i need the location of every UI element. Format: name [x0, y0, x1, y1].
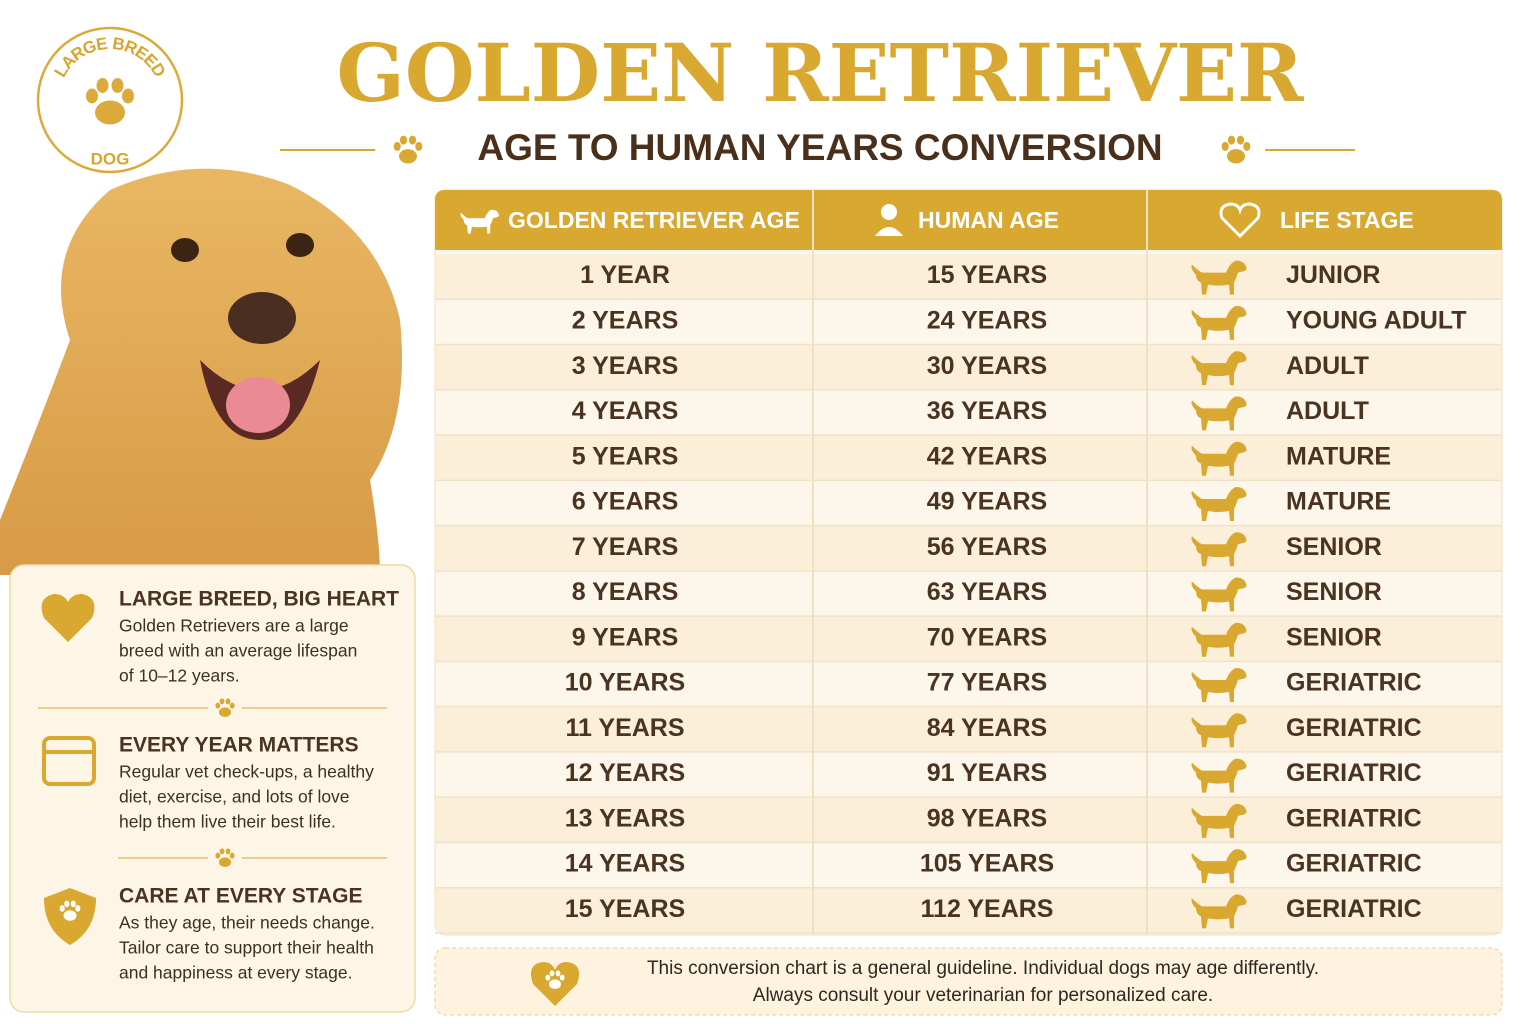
- info-panel: LARGE BREED, BIG HEART Golden Retrievers …: [9, 564, 416, 1013]
- table-row: [436, 525, 1501, 571]
- table-row: [436, 254, 1501, 300]
- info-text: Regular vet check-ups, a healthy: [119, 762, 374, 782]
- dog-age: 5 YEARS: [572, 442, 679, 470]
- subtitle: AGE TO HUMAN YEARS CONVERSION: [477, 127, 1162, 168]
- human-age: 70 YEARS: [927, 623, 1047, 651]
- dog-age: 9 YEARS: [572, 623, 679, 651]
- title: GOLDEN RETRIEVER: [337, 26, 1305, 120]
- human-age: 105 YEARS: [920, 850, 1054, 878]
- life-stage: SENIOR: [1286, 533, 1382, 561]
- table-row: [436, 842, 1501, 888]
- life-stage: MATURE: [1286, 442, 1391, 470]
- table-row: [436, 616, 1501, 662]
- badge: LARGE BREED DOG: [36, 26, 184, 174]
- dog-age: 15 YEARS: [565, 895, 685, 923]
- table-row: [436, 480, 1501, 526]
- dog-illustration: [0, 168, 402, 575]
- info-text: help them live their best life.: [119, 812, 336, 832]
- info-title: LARGE BREED, BIG HEART: [119, 588, 399, 611]
- life-stage: GERIATRIC: [1286, 895, 1422, 923]
- table-row: [436, 706, 1501, 752]
- human-age: 24 YEARS: [927, 307, 1047, 335]
- life-stage: GERIATRIC: [1286, 714, 1422, 742]
- dog-age: 11 YEARS: [565, 714, 684, 742]
- footer-line: Always consult your veterinarian for per…: [753, 985, 1213, 1006]
- life-stage: GERIATRIC: [1286, 669, 1422, 697]
- life-stage: ADULT: [1286, 352, 1369, 380]
- info-title: CARE AT EVERY STAGE: [119, 885, 362, 908]
- human-age: 112 YEARS: [921, 895, 1054, 923]
- dog-age: 6 YEARS: [572, 488, 679, 516]
- info-text: breed with an average lifespan: [119, 641, 357, 661]
- human-age: 91 YEARS: [927, 759, 1047, 787]
- dog-age: 4 YEARS: [572, 397, 679, 425]
- dog-age: 3 YEARS: [572, 352, 679, 380]
- human-age: 36 YEARS: [927, 397, 1047, 425]
- table-row: [436, 661, 1501, 707]
- dog-age: 1 YEAR: [580, 261, 670, 289]
- life-stage: GERIATRIC: [1286, 759, 1422, 787]
- human-age: 56 YEARS: [927, 533, 1047, 561]
- footer: This conversion chart is a general guide…: [434, 947, 1503, 1016]
- life-stage: SENIOR: [1286, 623, 1382, 651]
- info-text: As they age, their needs change.: [119, 913, 375, 933]
- life-stage: ADULT: [1286, 397, 1369, 425]
- human-age: 77 YEARS: [927, 669, 1047, 697]
- dog-age: 8 YEARS: [572, 578, 679, 606]
- info-text: Golden Retrievers are a large: [119, 616, 349, 636]
- column-header: HUMAN AGE: [918, 207, 1059, 233]
- dog-age: 7 YEARS: [572, 533, 679, 561]
- table-row: [436, 751, 1501, 798]
- info-text: diet, exercise, and lots of love: [119, 787, 350, 807]
- human-age: 42 YEARS: [927, 442, 1047, 470]
- dog-age: 10 YEARS: [565, 669, 685, 697]
- human-age: 84 YEARS: [927, 714, 1047, 742]
- column-header: LIFE STAGE: [1280, 207, 1414, 233]
- human-age: 30 YEARS: [927, 352, 1047, 380]
- human-age: 15 YEARS: [927, 261, 1047, 289]
- life-stage: GERIATRIC: [1286, 804, 1422, 832]
- human-age: 49 YEARS: [927, 488, 1047, 516]
- dog-age: 12 YEARS: [565, 759, 685, 787]
- table-row: [436, 299, 1501, 345]
- table-row: [436, 570, 1501, 617]
- footer-line: This conversion chart is a general guide…: [647, 958, 1319, 979]
- human-age: 98 YEARS: [927, 804, 1047, 832]
- dog-age: 14 YEARS: [565, 850, 685, 878]
- life-stage: SENIOR: [1286, 578, 1382, 606]
- table-row: [436, 797, 1501, 843]
- human-age: 63 YEARS: [927, 578, 1047, 606]
- info-text: Tailor care to support their health: [119, 938, 374, 958]
- life-stage: MATURE: [1286, 488, 1391, 516]
- life-stage: YOUNG ADULT: [1286, 307, 1467, 335]
- badge-bottom: DOG: [91, 149, 130, 168]
- dog-age: 13 YEARS: [565, 804, 685, 832]
- info-text: and happiness at every stage.: [119, 963, 353, 983]
- life-stage: JUNIOR: [1286, 261, 1380, 289]
- table: GOLDEN RETRIEVER AGE HUMAN AGE LIFE STAG…: [434, 189, 1503, 936]
- life-stage: GERIATRIC: [1286, 850, 1422, 878]
- info-text: of 10–12 years.: [119, 666, 240, 686]
- column-header: GOLDEN RETRIEVER AGE: [508, 207, 800, 233]
- table-row: [436, 389, 1501, 436]
- info-title: EVERY YEAR MATTERS: [119, 734, 359, 757]
- dog-age: 2 YEARS: [572, 307, 679, 335]
- table-row: [436, 344, 1501, 390]
- table-row: [436, 435, 1501, 481]
- table-row: [436, 887, 1501, 933]
